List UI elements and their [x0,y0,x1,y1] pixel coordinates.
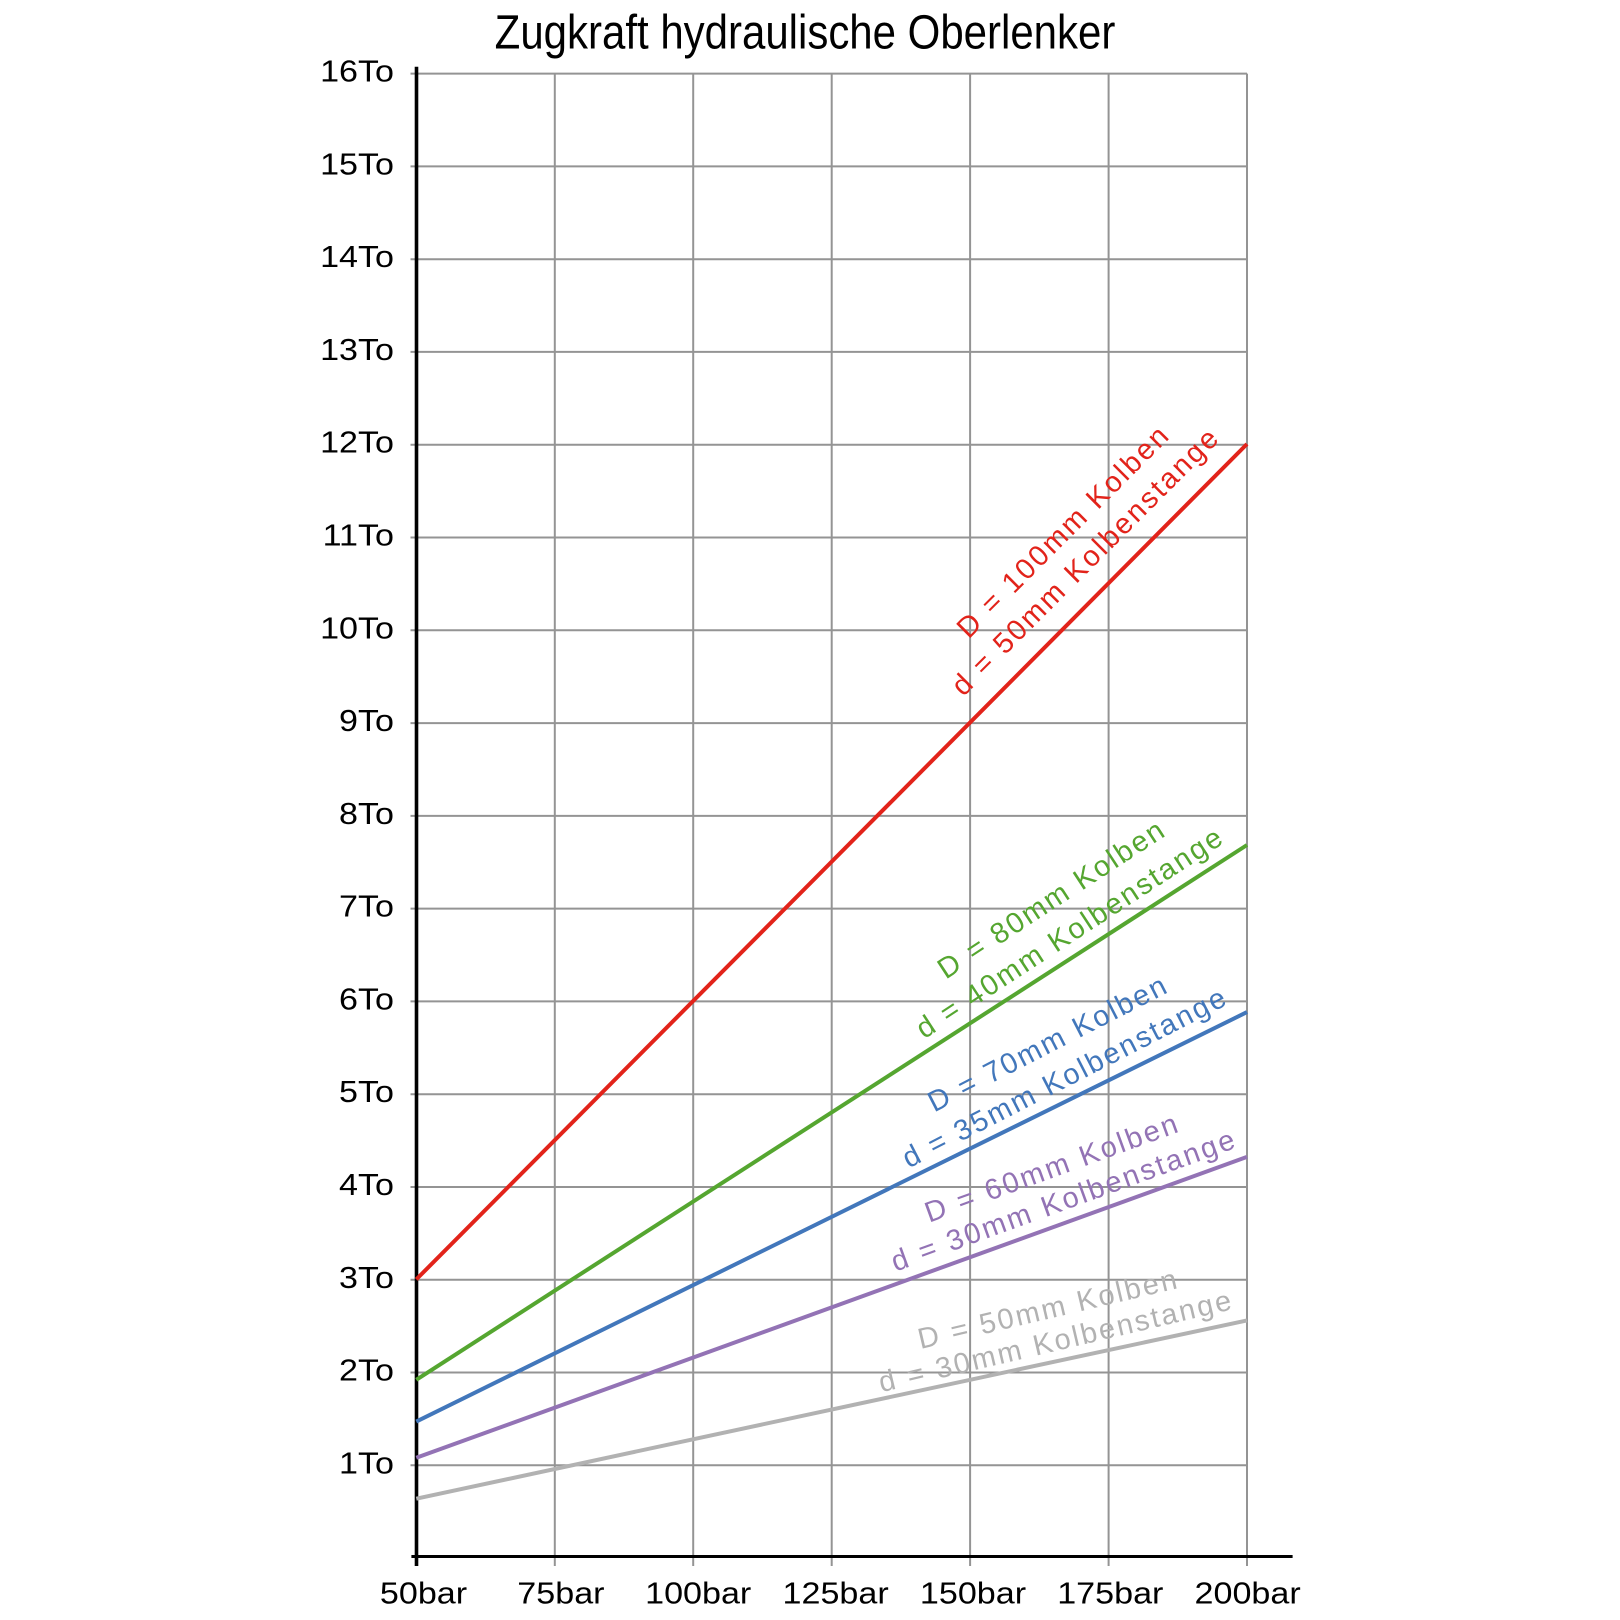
svg-text:5To: 5To [339,1075,394,1109]
svg-text:6To: 6To [339,982,394,1016]
svg-text:175bar: 175bar [1057,1576,1163,1610]
svg-text:125bar: 125bar [783,1576,889,1610]
svg-text:16To: 16To [320,54,394,88]
svg-text:8To: 8To [339,796,394,830]
svg-text:14To: 14To [320,240,394,274]
svg-text:150bar: 150bar [920,1576,1026,1610]
svg-text:9To: 9To [339,704,394,738]
svg-text:200bar: 200bar [1195,1576,1301,1610]
svg-text:3To: 3To [339,1260,394,1294]
svg-text:Zugkraft hydraulische Oberlenk: Zugkraft hydraulische Oberlenker [495,5,1116,59]
svg-text:2To: 2To [339,1353,394,1387]
svg-text:50bar: 50bar [380,1576,467,1610]
svg-text:7To: 7To [339,889,394,923]
svg-text:4To: 4To [339,1167,394,1201]
svg-text:75bar: 75bar [517,1576,604,1610]
svg-text:100bar: 100bar [645,1576,751,1610]
svg-text:15To: 15To [320,147,394,181]
svg-text:11To: 11To [323,518,394,552]
svg-text:10To: 10To [320,611,394,645]
svg-text:1To: 1To [339,1446,394,1480]
svg-text:12To: 12To [320,425,394,459]
svg-text:13To: 13To [320,332,394,366]
